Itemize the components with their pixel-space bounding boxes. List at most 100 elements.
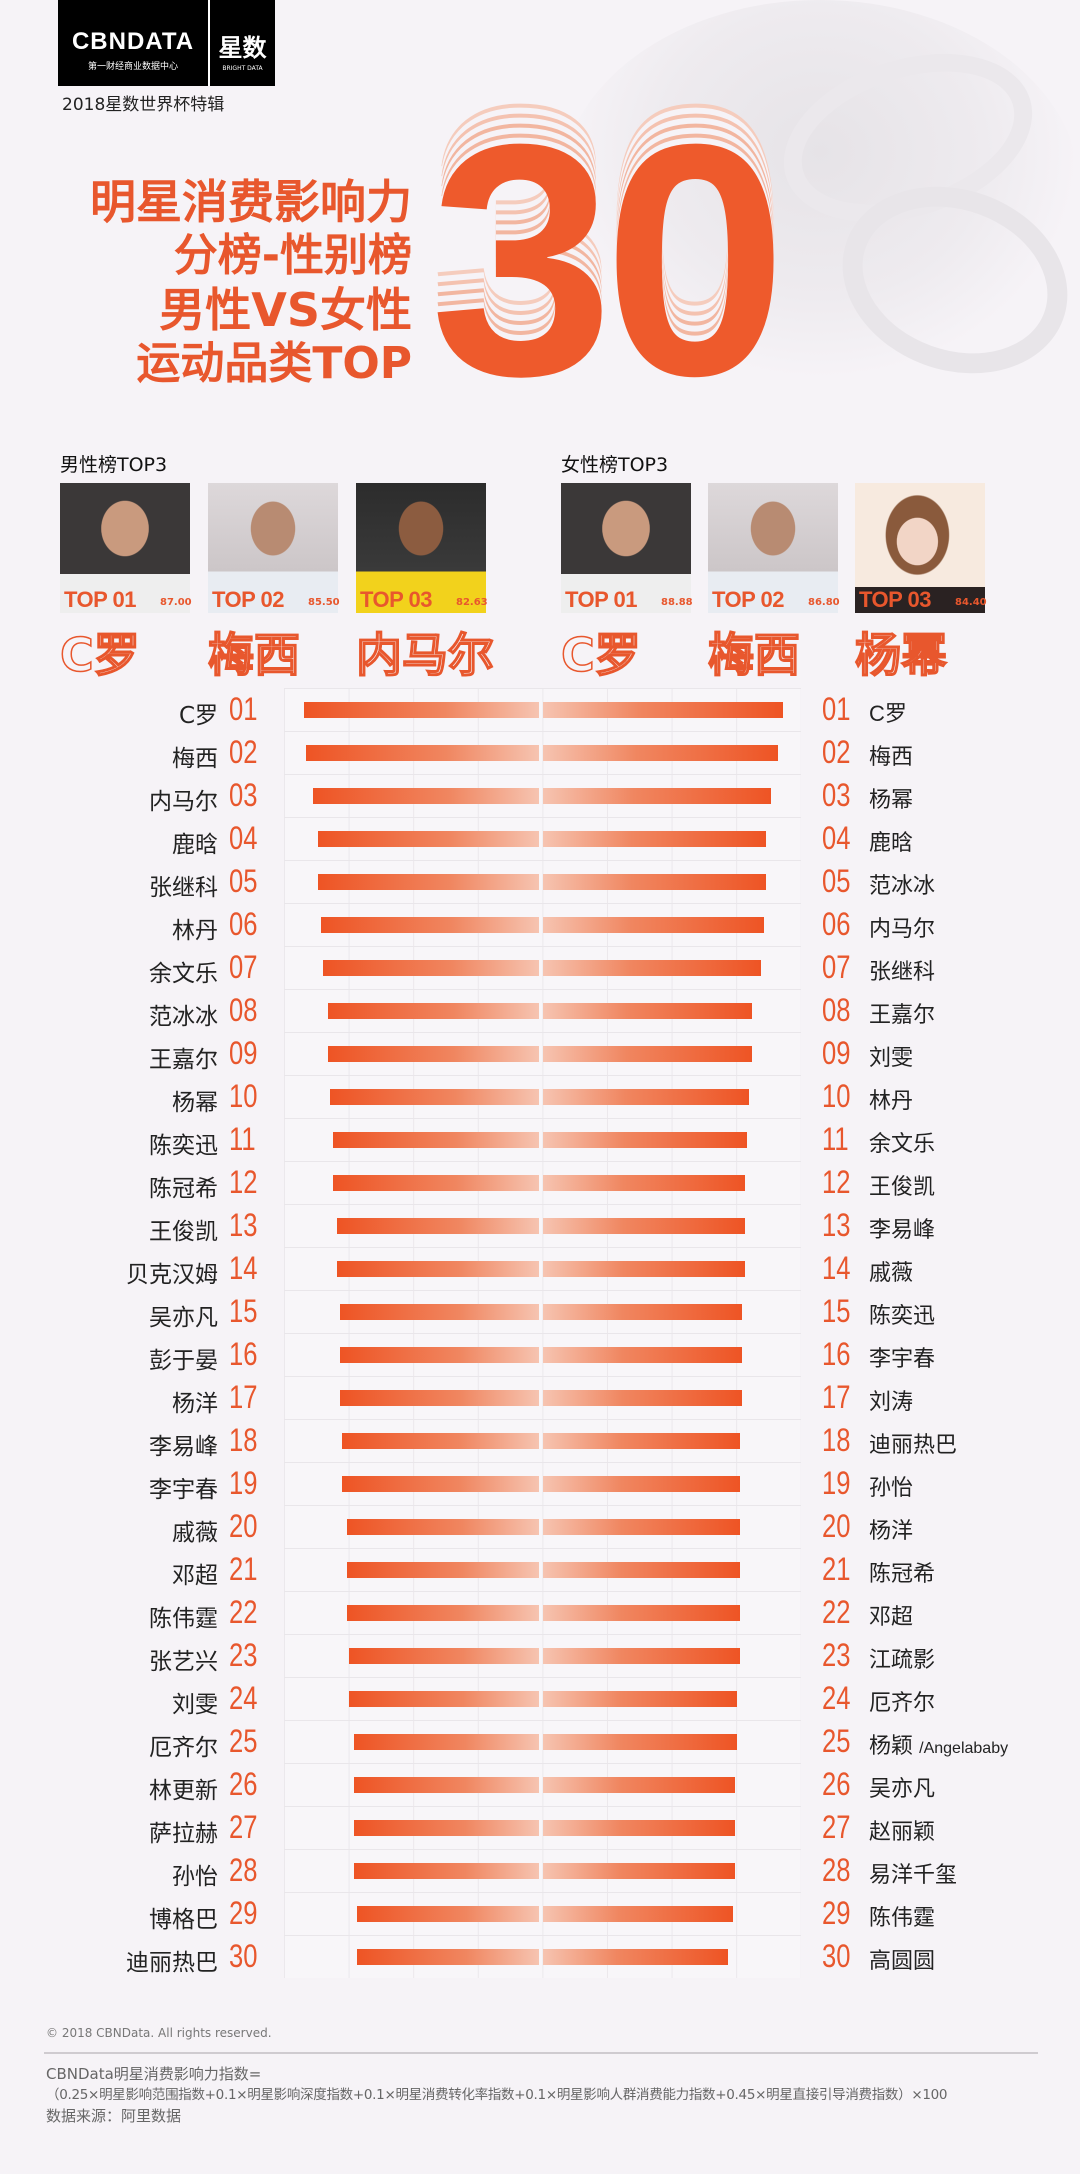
logo-partner-en: BRIGHT DATA — [222, 65, 263, 72]
female-bar — [543, 1046, 752, 1062]
male-rank: 16 — [229, 1336, 258, 1372]
chart-row: 李宇春 19 19 孙怡 — [0, 1462, 1080, 1505]
female-bar — [543, 1390, 743, 1406]
male-name: 吴亦凡 — [149, 1305, 218, 1331]
male-rank: 10 — [229, 1078, 258, 1114]
cbndata-logo: CBNDATA 第一财经商业数据中心 星数 BRIGHT DATA — [58, 0, 275, 86]
chart-row: 杨洋 17 17 刘涛 — [0, 1376, 1080, 1419]
female-name: 余文乐 — [869, 1131, 936, 1156]
male-rank: 19 — [229, 1465, 258, 1501]
chart-row: 吴亦凡 15 15 陈奕迅 — [0, 1290, 1080, 1333]
logo-tagline: 第一财经商业数据中心 — [87, 62, 178, 72]
male-bar — [306, 745, 539, 761]
female-rank: 03 — [822, 777, 851, 813]
male-name: 戚薇 — [172, 1520, 218, 1546]
female-name: 梅西 — [869, 744, 914, 769]
female-bar — [543, 1132, 747, 1148]
male-bar — [354, 1777, 539, 1793]
female-bar — [543, 1433, 740, 1449]
female-rank: 22 — [822, 1594, 851, 1630]
star-name: 杨幂 — [854, 627, 948, 683]
chart-row: 刘雯 24 24 厄齐尔 — [0, 1677, 1080, 1720]
male-name: 张艺兴 — [149, 1649, 218, 1675]
male-rank: 12 — [229, 1164, 258, 1200]
male-bar — [318, 831, 539, 847]
female-rank: 05 — [822, 863, 851, 899]
female-rank: 24 — [822, 1680, 851, 1716]
female-name: 王俊凯 — [869, 1174, 936, 1199]
chart-row: 王嘉尔 09 09 刘雯 — [0, 1032, 1080, 1075]
male-name: 林丹 — [172, 918, 218, 944]
score: 84.40 — [955, 597, 987, 608]
female-name: C罗 — [869, 701, 907, 726]
female-bar — [543, 1906, 733, 1922]
male-name: 林更新 — [149, 1778, 218, 1804]
rank-tag: TOP 03 — [859, 587, 932, 612]
score: 87.00 — [160, 597, 192, 608]
portrait-photo — [60, 483, 190, 613]
male-bar — [354, 1734, 539, 1750]
chart-row: 邓超 21 21 陈冠希 — [0, 1548, 1080, 1591]
copyright: © 2018 CBNData. All rights reserved. — [46, 2026, 272, 2040]
rank-tag: TOP 03 — [360, 587, 433, 612]
female-name: 邓超 — [869, 1604, 914, 1629]
portrait-photo — [855, 483, 985, 613]
female-name: 陈奕迅 — [869, 1303, 936, 1328]
rank-tag: TOP 01 — [565, 587, 638, 612]
male-rank: 08 — [229, 992, 258, 1028]
female-rank: 01 — [822, 691, 851, 727]
top3-card: TOP 03 84.40 杨幂 — [854, 483, 987, 683]
male-bar — [313, 788, 539, 804]
female-name: 赵丽颖 — [869, 1819, 936, 1844]
female-name: 杨幂 — [869, 787, 914, 812]
male-rank: 24 — [229, 1680, 258, 1716]
chart-row: 孙怡 28 28 易洋千玺 — [0, 1849, 1080, 1892]
female-name: 刘雯 — [869, 1045, 914, 1070]
background-swirl — [560, 0, 1080, 380]
male-name: 内马尔 — [149, 789, 218, 815]
female-rank: 29 — [822, 1895, 851, 1931]
chart-row: 陈奕迅 11 11 余文乐 — [0, 1118, 1080, 1161]
chart-row: 李易峰 18 18 迪丽热巴 — [0, 1419, 1080, 1462]
female-rank: 13 — [822, 1207, 851, 1243]
female-name: 戚薇 — [869, 1260, 914, 1285]
female-name: 鹿晗 — [869, 830, 914, 855]
male-name: 鹿晗 — [172, 832, 218, 858]
male-top3-label: 男性榜TOP3 — [60, 454, 168, 476]
male-rank: 11 — [229, 1121, 256, 1157]
female-rank: 16 — [822, 1336, 851, 1372]
top3-card: TOP 01 88.88 C罗 — [560, 483, 693, 683]
female-name: 孙怡 — [869, 1475, 914, 1500]
chart-row: 余文乐 07 07 张继科 — [0, 946, 1080, 989]
data-source: 数据来源：阿里数据 — [46, 2107, 182, 2125]
male-bar — [342, 1433, 539, 1449]
female-name: 王嘉尔 — [869, 1002, 936, 1027]
male-bar — [339, 1304, 539, 1320]
male-name: 博格巴 — [149, 1907, 218, 1933]
chart-row: 王俊凯 13 13 李易峰 — [0, 1204, 1080, 1247]
female-bar — [543, 1605, 740, 1621]
chart-row: 萨拉赫 27 27 赵丽颖 — [0, 1806, 1080, 1849]
female-name: 厄齐尔 — [869, 1690, 936, 1715]
female-bar — [543, 1777, 735, 1793]
male-name: 王俊凯 — [149, 1219, 218, 1245]
male-name: 梅西 — [172, 746, 218, 772]
female-bar — [543, 1734, 738, 1750]
female-bar — [543, 1820, 735, 1836]
male-name: 杨洋 — [172, 1391, 218, 1417]
female-rank: 26 — [822, 1766, 851, 1802]
female-name: 范冰冰 — [869, 873, 936, 898]
special-edition-label: 2018星数世界杯特辑 — [62, 95, 225, 115]
chart-row: 范冰冰 08 08 王嘉尔 — [0, 989, 1080, 1032]
female-bar — [543, 1648, 740, 1664]
female-bar — [543, 960, 762, 976]
female-name: 林丹 — [869, 1088, 914, 1113]
logo-partner: 星数 — [218, 34, 267, 62]
male-rank: 21 — [229, 1551, 258, 1587]
male-name: 刘雯 — [172, 1692, 218, 1718]
male-bar — [347, 1605, 539, 1621]
title-line: 分榜-性别榜 — [173, 230, 412, 281]
rank-tag: TOP 01 — [64, 587, 137, 612]
male-name: 张继科 — [149, 875, 218, 901]
female-bar — [543, 1863, 735, 1879]
